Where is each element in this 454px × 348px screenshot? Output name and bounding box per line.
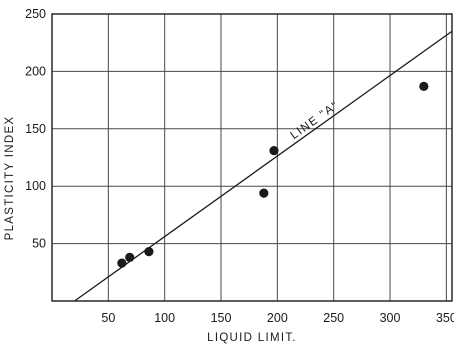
data-point [259, 188, 269, 198]
line-a [74, 30, 453, 302]
y-tick-label: 250 [25, 7, 46, 21]
data-point [117, 258, 127, 268]
data-point [419, 81, 429, 91]
x-tick-label: 350 [436, 311, 454, 325]
data-point [125, 252, 135, 262]
grid [52, 14, 452, 301]
data-point [144, 247, 154, 257]
data-points [117, 81, 429, 268]
x-tick-label: 50 [101, 311, 115, 325]
y-tick-label: 100 [25, 179, 46, 193]
x-tick-label: 200 [267, 311, 288, 325]
y-tick-label: 150 [25, 122, 46, 136]
y-tick-label: 50 [32, 237, 46, 251]
x-tick-label: 250 [323, 311, 344, 325]
x-tick-label: 150 [211, 311, 232, 325]
data-point [269, 146, 279, 156]
x-axis-label: LIQUID LIMIT. [207, 332, 297, 344]
plot-frame [51, 13, 453, 302]
x-tick-label: 100 [154, 311, 175, 325]
y-axis-label: PLASTICITY INDEX [4, 116, 16, 241]
x-tick-label: 300 [380, 311, 401, 325]
reference-lines [74, 30, 453, 302]
y-axis-ticks: 50 100 150 200 250 [25, 7, 46, 251]
y-tick-label: 200 [25, 64, 46, 78]
x-axis-ticks: 50 100 150 200 250 300 350 [101, 311, 454, 325]
